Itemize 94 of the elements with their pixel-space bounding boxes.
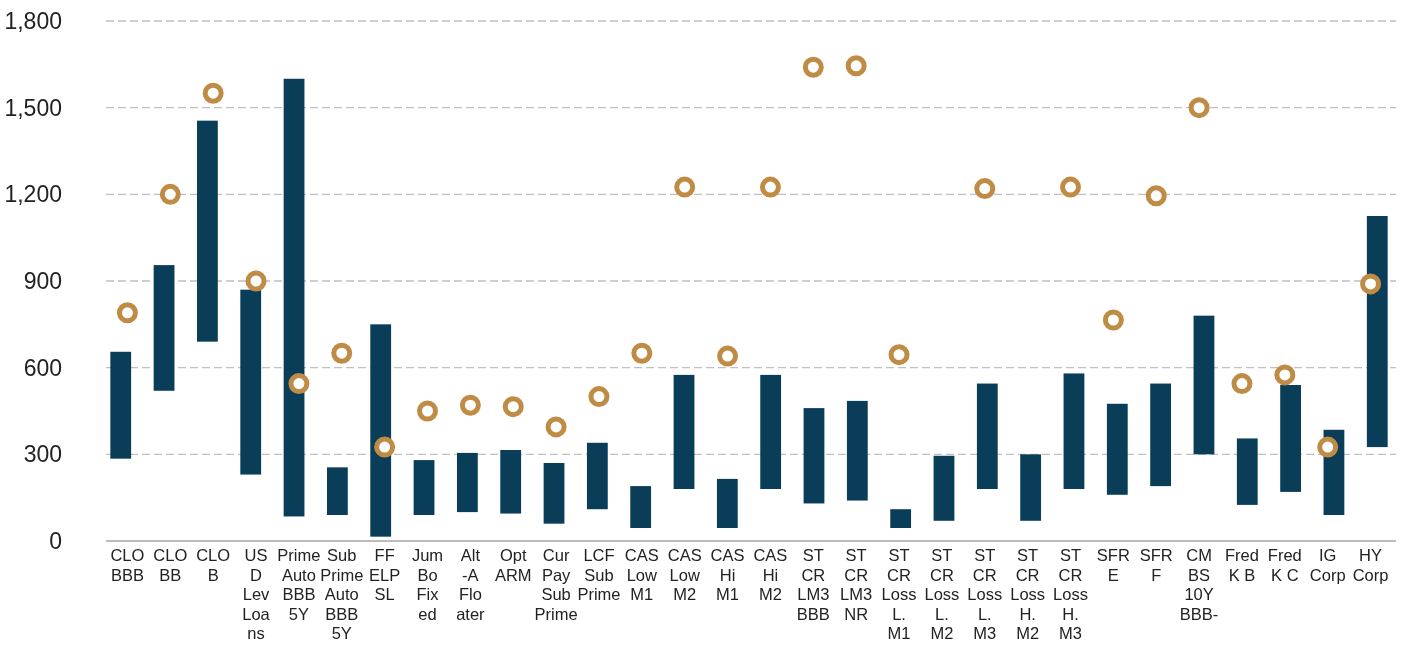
bar [240,289,262,475]
y-tick-label: 0 [49,528,62,555]
bar [760,374,782,489]
point [1060,176,1081,198]
point [1274,364,1296,386]
x-tick-label: Fred K C [1267,546,1302,584]
x-tick-label: CAS Low M1 [624,546,659,603]
x-tick-label: SFR F [1139,546,1173,584]
x-tick-label: ST CR LM3 NR [840,546,873,623]
x-tick-label: CAS Low M2 [667,546,702,603]
x-tick-label: Sub Prime Auto BBB 5Y [320,546,364,642]
x-tick-label: Alt -A Flo ater [456,546,486,623]
x-tick-label: CLO BB [153,546,188,584]
point [417,400,438,422]
bar [673,374,695,489]
bar [803,408,825,504]
x-tick-label: ST CR Loss L. M1 [881,546,917,642]
point [1188,97,1210,119]
x-tick-label: CLO BBB [110,546,145,584]
point [759,176,781,198]
point [845,55,867,77]
bar [890,509,912,528]
bar [630,486,652,528]
point [1145,185,1167,207]
point [888,344,910,366]
x-tick-label: CM BS 10Y BBB- [1179,546,1219,623]
bar [1193,315,1215,455]
point [116,302,138,324]
bar [413,460,435,515]
x-tick-label: LCF Sub Prime [577,546,621,603]
x-tick-label: Prime Auto BBB 5Y [277,546,321,623]
bar [846,400,868,501]
point [288,373,310,395]
point [674,176,696,198]
y-tick-label: 600 [23,354,62,381]
x-tick-label: ST CR Loss L. M2 [924,546,960,642]
bar [326,467,348,515]
bar [153,265,175,391]
x-tick-label: HY Corp [1352,546,1389,584]
point [1360,273,1382,295]
x-tick-label: CLO B [196,546,231,584]
bar [716,478,738,528]
bar [1106,403,1128,495]
bar [1366,216,1388,448]
x-tick-label: ST CR Loss H. M3 [1053,546,1088,642]
bar [370,324,392,537]
point [374,436,396,458]
bar [1063,373,1085,489]
bar [196,120,218,342]
point [974,178,996,200]
x-tick-label: Fred K B [1225,546,1259,584]
y-tick-label: 900 [23,268,62,295]
x-tick-label: Cur Pay Sub Prime [534,546,578,623]
point [202,82,224,104]
x-tick-label: CAS Hi M2 [753,546,788,603]
y-tick-label: 1,800 [4,8,62,35]
y-tick-label: 1,500 [4,94,62,121]
bar [1280,385,1302,492]
bar [1150,383,1172,487]
bar [1020,454,1042,521]
x-tick-label: FF ELP SL [369,546,401,603]
point [245,270,267,292]
bar [586,442,608,510]
x-tick-label: CAS Hi M1 [710,546,745,603]
y-tick-label: 300 [23,441,62,468]
point [1231,373,1253,395]
bar [500,450,522,514]
x-tick-label: US D Lev Loa ns [242,546,271,642]
x-tick-label: ST CR Loss L. M3 [967,546,1003,642]
bar [456,452,478,513]
bar [1236,438,1258,505]
x-tick-label: IG Corp [1309,546,1346,584]
x-tick-label: ST CR Loss H. M2 [1010,546,1046,642]
bar [543,463,565,524]
point [331,342,353,364]
point [631,342,653,364]
point [717,345,739,367]
point [159,183,181,205]
point [588,386,610,408]
bar [933,455,955,521]
x-tick-label: SFR E [1096,546,1130,584]
point [545,416,567,438]
bar [283,78,305,517]
y-tick-label: 1,200 [4,181,62,208]
bar [110,351,132,459]
point [802,56,824,78]
point [1317,436,1339,458]
point [502,396,524,418]
x-tick-label: Opt ARM [494,546,532,584]
point [1102,309,1124,331]
x-tick-label: Jum Bo Fix ed [411,546,444,623]
point [459,394,481,416]
x-tick-label: ST CR LM3 BBB [796,546,830,623]
bar [976,383,998,489]
